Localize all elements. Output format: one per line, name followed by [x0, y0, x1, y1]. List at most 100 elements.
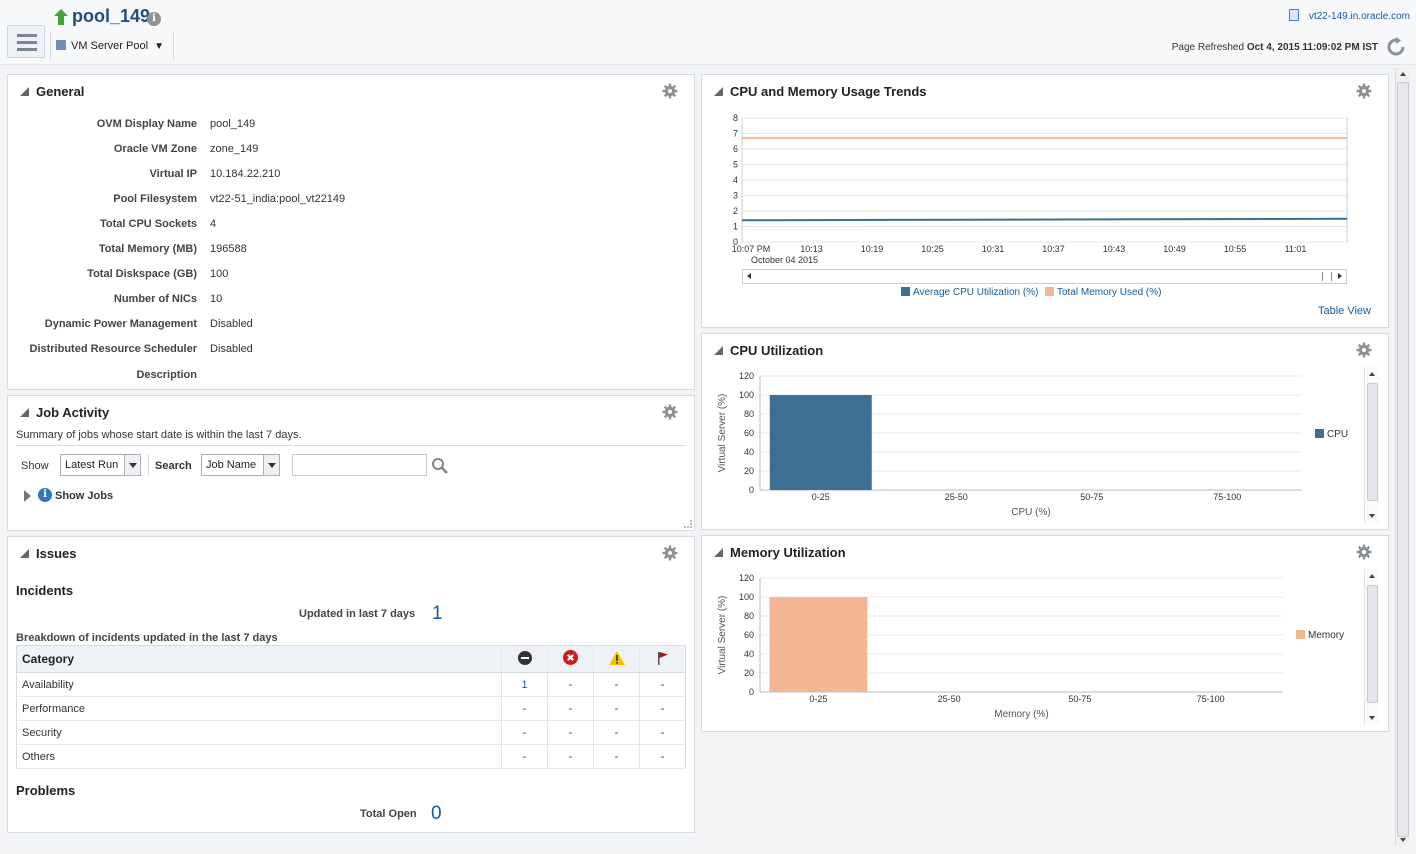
y-tick-label: 80	[744, 409, 754, 419]
problems-heading: Problems	[16, 783, 76, 798]
chart-scrollbar[interactable]	[742, 269, 1347, 284]
search-by-value: Job Name	[206, 459, 257, 471]
show-select[interactable]: Latest Run	[60, 454, 141, 476]
scroll-thumb[interactable]	[1397, 82, 1409, 837]
total-open-count[interactable]: 0	[431, 803, 442, 824]
host-link[interactable]: vt22-149.in.oracle.com	[1308, 11, 1410, 22]
search-label: Search	[155, 460, 192, 472]
gear-icon[interactable]	[1356, 83, 1372, 99]
fatal-icon	[501, 645, 548, 673]
general-key: Oracle VM Zone	[113, 143, 197, 155]
target-navigation-button[interactable]	[7, 25, 45, 58]
scroll-right-icon[interactable]	[1338, 273, 1342, 279]
warning-count-cell: -	[593, 696, 640, 721]
trends-title: CPU and Memory Usage Trends	[730, 84, 927, 99]
resize-handle[interactable]	[684, 520, 692, 528]
usage-trends-chart: 0 1 2 3 4 5 6 7 8 10:07 PM 10:13 10:19 10:25 10:31 10:…	[732, 113, 1348, 265]
x-tick-label: 10:13	[800, 244, 823, 254]
info-icon[interactable]: i	[147, 12, 161, 26]
chart-vertical-scrollbar[interactable]	[1364, 367, 1379, 523]
search-icon[interactable]	[431, 457, 449, 475]
scroll-down-icon[interactable]	[1400, 838, 1406, 842]
general-row: Number of NICs 10	[8, 293, 694, 318]
scroll-thumb[interactable]	[1322, 272, 1332, 281]
updated-count[interactable]: 1	[432, 603, 443, 624]
page-vertical-scrollbar[interactable]	[1395, 68, 1410, 846]
scroll-up-icon[interactable]	[1369, 372, 1375, 376]
x-tick-label: 10:19	[861, 244, 884, 254]
general-value: 100	[210, 268, 229, 280]
job-search-input[interactable]	[292, 454, 427, 476]
cpu-utilization-panel: CPU Utilization 0 20 40 60 80 100 120 0-25 25-50…	[701, 333, 1389, 530]
x-tick-label: 50-75	[1068, 694, 1091, 704]
gear-icon[interactable]	[662, 404, 678, 420]
warning-count-cell: -	[593, 720, 640, 745]
scroll-up-icon[interactable]	[1400, 72, 1406, 76]
collapse-icon[interactable]	[20, 549, 29, 558]
x-tick-label: 75-100	[1213, 492, 1241, 502]
bar-0-25	[769, 597, 868, 692]
critical-count-cell: -	[547, 696, 594, 721]
show-jobs-link[interactable]: Show Jobs	[55, 490, 114, 502]
table-row: Availability 1- - -	[16, 672, 686, 697]
expand-icon[interactable]	[24, 490, 31, 502]
up-arrow-icon	[54, 9, 68, 25]
y-tick-label: 8	[733, 113, 738, 123]
series-line-cpu	[741, 217, 1348, 222]
general-value: Disabled	[210, 343, 253, 355]
gear-icon[interactable]	[662, 83, 678, 99]
updated-label: Updated in last 7 days	[299, 608, 416, 620]
show-select-value: Latest Run	[65, 459, 119, 471]
legend-cpu[interactable]: Average CPU Utilization (%)	[901, 287, 1038, 298]
table-row: Others - - - -	[16, 744, 686, 769]
table-view-link[interactable]: Table View	[1318, 305, 1371, 317]
gear-icon[interactable]	[1356, 342, 1372, 358]
fatal-count-cell[interactable]: 1	[501, 672, 548, 697]
general-row: Distributed Resource Scheduler Disabled	[8, 343, 694, 368]
zone-link[interactable]: zone_149	[210, 143, 259, 155]
legend-cpu[interactable]: CPU	[1315, 429, 1348, 440]
page-header: pool_149 i vt22-149.in.oracle.com VM Ser…	[0, 0, 1416, 65]
y-tick-label: 0	[749, 687, 754, 697]
collapse-icon[interactable]	[714, 87, 723, 96]
general-value: pool_149	[210, 118, 256, 130]
gear-icon[interactable]	[1356, 544, 1372, 560]
scroll-left-icon[interactable]	[747, 273, 751, 279]
x-tick-label: 10:31	[982, 244, 1005, 254]
chart-vertical-scrollbar[interactable]	[1364, 569, 1379, 725]
collapse-icon[interactable]	[20, 408, 29, 417]
legend-memory[interactable]: Memory	[1296, 630, 1344, 641]
general-key: Distributed Resource Scheduler	[29, 343, 198, 355]
x-tick-label: 10:55	[1224, 244, 1247, 254]
legend-memory[interactable]: Total Memory Used (%)	[1045, 287, 1161, 298]
scroll-down-icon[interactable]	[1369, 514, 1375, 518]
y-tick-label: 40	[744, 447, 754, 457]
chevron-down-icon	[263, 455, 279, 475]
collapse-icon[interactable]	[714, 346, 723, 355]
general-key: Description	[136, 369, 197, 381]
scroll-up-icon[interactable]	[1369, 574, 1375, 578]
page-refreshed: Page Refreshed Oct 4, 2015 11:09:02 PM I…	[1172, 42, 1378, 53]
legend-cpu-label: CPU	[1327, 429, 1349, 440]
refresh-icon[interactable]	[1386, 37, 1406, 57]
scroll-down-icon[interactable]	[1369, 716, 1375, 720]
y-tick-label: 120	[739, 371, 754, 381]
x-tick-label: 50-75	[1080, 492, 1103, 502]
y-tick-label: 80	[744, 611, 754, 621]
collapse-icon[interactable]	[20, 87, 29, 96]
warning-count-cell: -	[593, 672, 640, 697]
scroll-thumb[interactable]	[1367, 383, 1378, 501]
target-menu[interactable]: VM Server Pool ▼	[56, 40, 164, 52]
gear-icon[interactable]	[662, 545, 678, 561]
y-axis-title: Virtual Server (%)	[717, 596, 728, 675]
collapse-icon[interactable]	[714, 548, 723, 557]
divider	[173, 31, 174, 61]
x-tick-label: 25-50	[938, 694, 961, 704]
y-tick-label: 5	[733, 160, 738, 170]
search-by-select[interactable]: Job Name	[201, 454, 280, 476]
category-cell: Security	[16, 720, 502, 745]
escalated-flag-icon	[639, 645, 686, 673]
x-axis-title: Memory (%)	[994, 709, 1048, 720]
scroll-thumb[interactable]	[1367, 585, 1378, 703]
refresh-label: Page Refreshed	[1171, 42, 1245, 53]
